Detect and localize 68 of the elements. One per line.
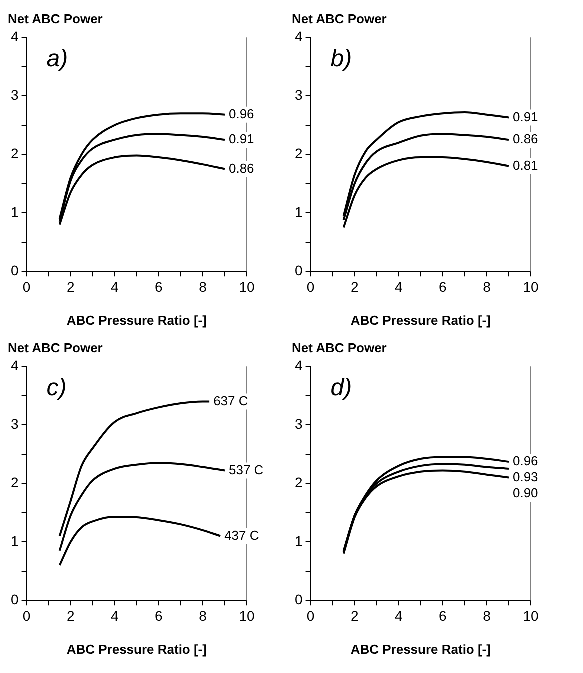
x-tick-label: 8 [199, 278, 208, 295]
chart-title: Net ABC Power [8, 340, 103, 356]
x-tick-label: 10 [523, 278, 539, 295]
x-axis-title: ABC Pressure Ratio [-] [66, 642, 207, 657]
x-tick-label: 4 [110, 608, 119, 624]
y-tick-label: 0 [10, 591, 19, 608]
x-tick-label: 0 [306, 278, 315, 295]
x-tick-label: 2 [66, 608, 75, 624]
series-label: 0.96 [512, 454, 538, 469]
series-label: 537 C [228, 462, 264, 478]
x-tick-label: 4 [394, 278, 403, 295]
x-axis-title: ABC Pressure Ratio [-] [66, 312, 207, 328]
series-label: 0.81 [512, 158, 538, 173]
annotation: c) [46, 374, 67, 402]
chart-title: Net ABC Power [292, 11, 387, 26]
series-label: 0.96 [228, 106, 254, 122]
y-tick-label: 2 [294, 145, 303, 162]
annotation: b) [330, 45, 352, 72]
y-tick-label: 3 [294, 416, 303, 432]
x-tick-label: 10 [239, 278, 255, 295]
y-tick-label: 3 [10, 416, 19, 432]
series-label: 637 C [214, 393, 248, 408]
y-tick-label: 2 [294, 474, 303, 490]
y-tick-label: 3 [294, 86, 303, 103]
x-tick-label: 4 [394, 608, 403, 624]
series-label: 437 C [224, 528, 260, 543]
x-tick-label: 10 [239, 608, 255, 624]
x-tick-label: 6 [439, 278, 448, 295]
y-tick-label: 4 [294, 357, 303, 374]
x-axis-title: ABC Pressure Ratio [-] [350, 312, 491, 328]
x-tick-label: 0 [306, 608, 315, 624]
x-tick-label: 6 [439, 608, 448, 624]
annotation: a) [46, 45, 68, 72]
y-tick-label: 4 [10, 357, 19, 374]
x-tick-label: 8 [483, 608, 492, 624]
chart-title: Net ABC Power [292, 340, 387, 356]
x-tick-label: 2 [66, 278, 75, 295]
y-tick-label: 1 [10, 532, 19, 549]
series-label: 0.90 [512, 486, 538, 501]
x-tick-label: 0 [22, 608, 31, 624]
x-tick-label: 8 [199, 608, 208, 624]
x-tick-label: 6 [155, 278, 164, 295]
y-tick-label: 1 [294, 204, 303, 220]
y-tick-label: 0 [294, 591, 303, 608]
x-tick-label: 2 [350, 278, 359, 295]
x-tick-label: 4 [110, 278, 119, 295]
series-label: 0.86 [512, 132, 538, 147]
x-tick-label: 8 [483, 278, 492, 295]
y-tick-label: 1 [10, 204, 19, 220]
x-tick-label: 6 [155, 608, 164, 624]
series-label: 0.91 [512, 109, 538, 124]
y-tick-label: 3 [10, 86, 19, 103]
y-tick-label: 4 [10, 28, 19, 44]
y-tick-label: 0 [294, 262, 303, 278]
y-tick-label: 1 [294, 532, 303, 549]
x-tick-label: 2 [350, 608, 359, 624]
series-label: 0.91 [228, 132, 254, 147]
y-tick-label: 2 [10, 145, 19, 162]
chart-title: Net ABC Power [8, 11, 103, 26]
y-tick-label: 2 [10, 474, 19, 490]
y-tick-label: 4 [294, 28, 303, 44]
y-tick-label: 0 [10, 262, 19, 278]
series-label: 0.93 [512, 470, 538, 485]
x-tick-label: 0 [22, 278, 31, 295]
x-axis-title: ABC Pressure Ratio [-] [350, 642, 491, 657]
series-label: 0.86 [228, 160, 254, 176]
x-tick-label: 10 [523, 608, 539, 624]
annotation: d) [330, 374, 352, 402]
